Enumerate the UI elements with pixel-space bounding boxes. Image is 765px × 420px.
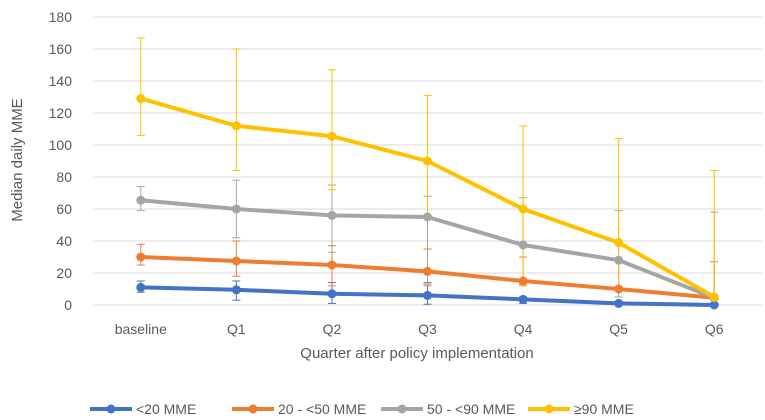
data-point bbox=[518, 276, 528, 286]
data-point bbox=[231, 121, 241, 131]
error-bar bbox=[327, 69, 336, 191]
data-point bbox=[136, 94, 146, 104]
data-point bbox=[231, 256, 241, 266]
legend-label: <20 MME bbox=[136, 401, 196, 417]
data-point bbox=[327, 131, 337, 141]
data-point bbox=[231, 285, 241, 295]
y-tick-label: 140 bbox=[49, 73, 73, 89]
legend-item: 20 - <50 MME bbox=[232, 401, 366, 417]
error-bar bbox=[136, 37, 145, 136]
legend-swatch-marker bbox=[106, 404, 116, 414]
y-tick-label: 60 bbox=[56, 201, 72, 217]
x-tick-label: Q6 bbox=[705, 321, 724, 337]
data-point bbox=[518, 204, 528, 214]
y-tick-label: 80 bbox=[56, 169, 72, 185]
data-point bbox=[136, 195, 146, 205]
legend-swatch-marker bbox=[397, 404, 407, 414]
legend-label: 20 - <50 MME bbox=[278, 401, 366, 417]
x-axis-label: Quarter after policy implementation bbox=[300, 345, 533, 362]
data-point bbox=[423, 290, 432, 300]
legend-item: ≥90 MME bbox=[528, 401, 634, 417]
x-tick-label: Q4 bbox=[514, 321, 533, 337]
y-tick-label: 0 bbox=[64, 297, 72, 313]
data-point bbox=[709, 292, 719, 302]
data-point bbox=[518, 240, 528, 250]
x-tick-label: Q3 bbox=[418, 321, 437, 337]
x-tick-label: Q5 bbox=[609, 321, 628, 337]
legend-label: 50 - <90 MME bbox=[427, 401, 515, 417]
data-point bbox=[327, 260, 337, 270]
legend-swatch-marker bbox=[544, 404, 554, 414]
y-tick-label: 160 bbox=[49, 41, 73, 57]
x-tick-label: Q2 bbox=[323, 321, 342, 337]
series-points bbox=[136, 94, 719, 310]
data-point bbox=[614, 284, 624, 294]
y-tick-label: 40 bbox=[56, 233, 72, 249]
y-tick-label: 20 bbox=[56, 265, 72, 281]
y-axis-ticks: 0 20 40 60 80 100 120 140 160 180 bbox=[49, 9, 73, 313]
y-tick-label: 100 bbox=[49, 137, 73, 153]
data-point bbox=[614, 255, 624, 265]
data-point bbox=[518, 294, 528, 304]
data-point bbox=[136, 252, 146, 262]
legend-item: 50 - <90 MME bbox=[381, 401, 515, 417]
data-point bbox=[423, 156, 432, 166]
error-bar bbox=[614, 138, 623, 290]
y-axis-label: Median daily MME bbox=[9, 98, 26, 221]
legend: <20 MME 20 - <50 MME 50 - <90 MME ≥90 MME bbox=[90, 401, 634, 417]
data-point bbox=[136, 282, 146, 292]
x-axis-ticks: baseline Q1 Q2 Q3 Q4 Q5 Q6 bbox=[115, 321, 724, 337]
data-point bbox=[614, 298, 624, 308]
data-point bbox=[614, 238, 624, 248]
data-point bbox=[709, 300, 719, 310]
legend-label: ≥90 MME bbox=[574, 401, 634, 417]
error-bar bbox=[710, 170, 719, 300]
y-tick-label: 180 bbox=[49, 9, 73, 25]
error-bar bbox=[423, 94, 432, 218]
error-bar bbox=[232, 48, 241, 172]
data-point bbox=[423, 212, 432, 222]
y-tick-label: 120 bbox=[49, 105, 73, 121]
data-point bbox=[423, 266, 432, 276]
data-point bbox=[231, 204, 241, 214]
data-point bbox=[327, 289, 337, 299]
x-tick-label: Q1 bbox=[227, 321, 246, 337]
data-point bbox=[327, 210, 337, 220]
x-tick-label: baseline bbox=[115, 321, 167, 337]
legend-item: <20 MME bbox=[90, 401, 196, 417]
legend-swatch-marker bbox=[248, 404, 258, 414]
